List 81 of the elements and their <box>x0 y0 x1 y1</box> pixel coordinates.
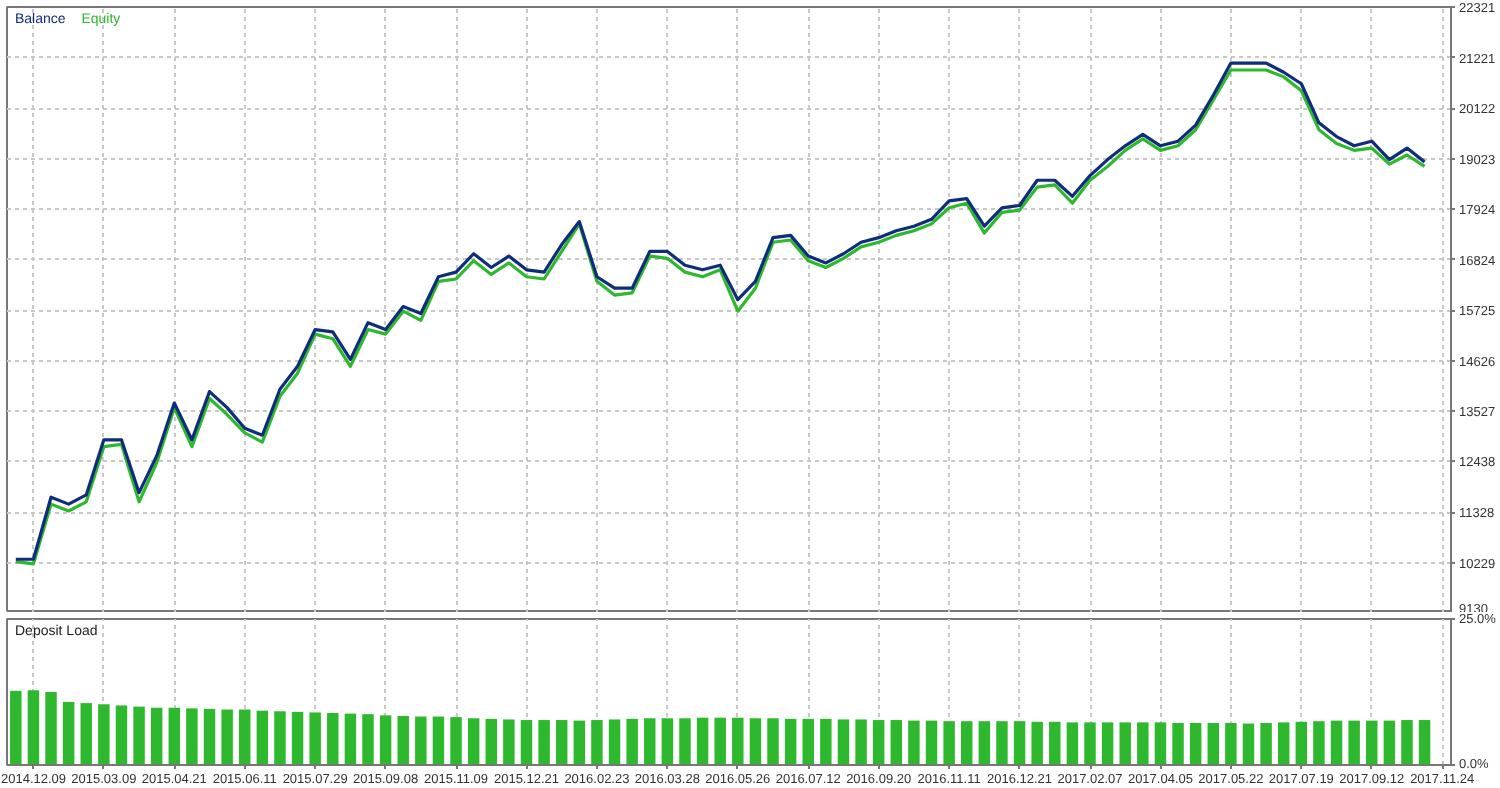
bar <box>1348 720 1360 765</box>
bar <box>203 708 216 765</box>
bar <box>661 718 674 765</box>
bar <box>1049 721 1061 765</box>
bar <box>80 703 92 765</box>
bar <box>467 718 480 765</box>
bar <box>837 719 850 765</box>
bar <box>98 704 110 765</box>
bar <box>1013 721 1026 765</box>
bar <box>1383 720 1396 765</box>
bar <box>1401 720 1413 765</box>
bar <box>1207 722 1219 765</box>
bar <box>855 719 867 765</box>
bar <box>608 719 621 765</box>
bar <box>1366 720 1378 765</box>
bar <box>62 701 75 765</box>
bar <box>872 720 885 765</box>
bar <box>1137 722 1149 765</box>
bar <box>1225 722 1237 765</box>
bar <box>961 721 973 765</box>
bar <box>1330 720 1343 765</box>
bar <box>978 721 991 765</box>
bar <box>644 718 656 765</box>
bar <box>925 720 938 765</box>
bar <box>1418 720 1431 765</box>
bar <box>327 713 339 765</box>
bar <box>10 690 22 765</box>
bar <box>784 718 797 765</box>
bar <box>379 715 392 765</box>
bar <box>943 721 955 765</box>
bar <box>450 717 462 765</box>
bar <box>890 720 903 765</box>
bar <box>1277 722 1290 765</box>
bar <box>344 713 357 765</box>
bar <box>820 718 832 765</box>
bar <box>1313 721 1325 765</box>
bar <box>1084 722 1096 765</box>
bar <box>1101 722 1114 765</box>
bar <box>1295 721 1308 765</box>
bar <box>1119 722 1131 765</box>
bar <box>274 711 286 765</box>
bar <box>485 718 497 765</box>
bar <box>256 710 269 765</box>
bar <box>538 720 550 765</box>
bar <box>696 717 709 765</box>
bar <box>520 720 533 765</box>
bar <box>1066 722 1079 765</box>
bar <box>27 690 40 765</box>
bar <box>168 707 181 765</box>
bar <box>221 709 233 765</box>
bar <box>1172 722 1184 765</box>
bar <box>186 708 198 765</box>
bar <box>45 692 57 765</box>
bar <box>591 720 603 765</box>
bar <box>908 720 920 765</box>
bar <box>1242 723 1255 765</box>
bar <box>679 718 691 765</box>
bar <box>555 720 568 765</box>
bar <box>503 719 515 765</box>
bar <box>291 711 304 765</box>
bar <box>714 717 726 765</box>
bar <box>133 706 145 765</box>
bar <box>996 721 1008 765</box>
bar <box>732 717 744 765</box>
bar <box>150 707 163 765</box>
bar <box>802 718 814 765</box>
bar <box>626 718 638 765</box>
bar <box>1154 722 1167 765</box>
bar <box>1189 722 1202 765</box>
bar <box>749 718 762 765</box>
bar <box>573 720 586 765</box>
bar <box>1031 721 1043 765</box>
bar <box>115 705 128 765</box>
bar <box>397 715 409 765</box>
bar <box>432 716 445 765</box>
bar <box>239 709 251 765</box>
bar <box>362 714 374 765</box>
bar <box>309 712 321 765</box>
bar <box>767 718 779 765</box>
bar <box>1260 722 1272 765</box>
bar <box>415 716 427 765</box>
